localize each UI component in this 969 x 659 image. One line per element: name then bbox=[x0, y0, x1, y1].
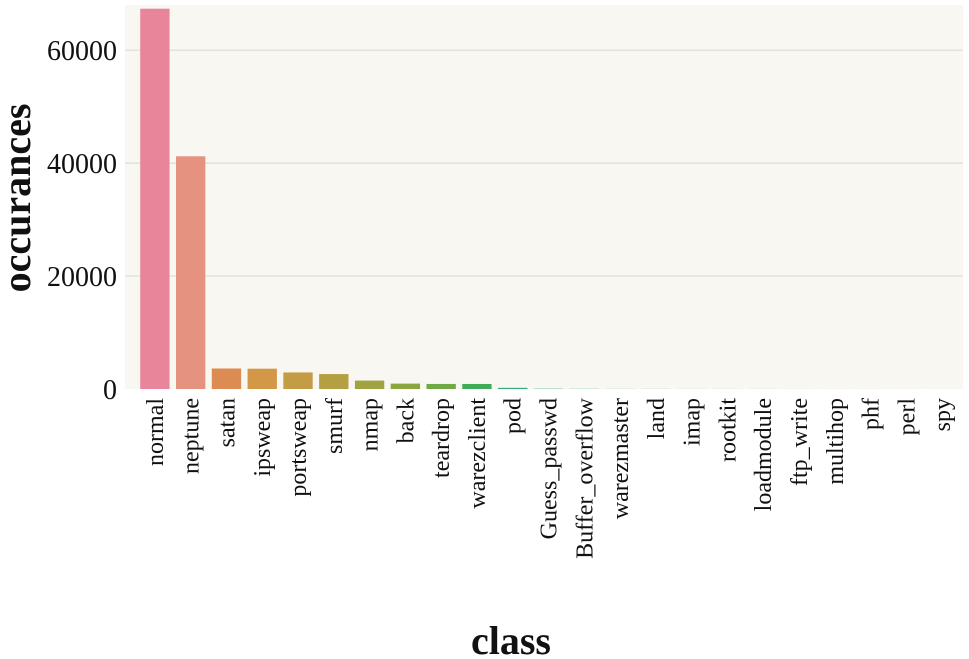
bar-smurf bbox=[319, 374, 349, 389]
x-tick-labels: normal neptune satan ipsweap portsweap smurf n… bbox=[143, 397, 956, 559]
bar-portsweap bbox=[283, 372, 313, 389]
x-tick-label: rootkit bbox=[715, 398, 741, 462]
x-tick-label: land bbox=[644, 398, 670, 439]
x-tick-label: spy bbox=[930, 398, 956, 431]
x-tick-label: multihop bbox=[823, 398, 849, 485]
x-tick-label: neptune bbox=[179, 398, 205, 474]
x-tick-label: smurf bbox=[322, 398, 348, 454]
bar-warezclient bbox=[462, 383, 492, 389]
bar-neptune bbox=[176, 156, 206, 389]
x-tick-label: portsweap bbox=[286, 398, 312, 497]
x-tick-label: pod bbox=[501, 398, 527, 434]
y-tick-label: 20000 bbox=[47, 262, 117, 293]
x-tick-label: warezclient bbox=[465, 398, 491, 509]
y-tick-labels: 0 20000 40000 60000 bbox=[47, 36, 117, 406]
x-tick-label: Buffer_overflow bbox=[572, 397, 598, 559]
y-tick-label: 0 bbox=[103, 375, 117, 406]
x-tick-label: teardrop bbox=[429, 398, 455, 478]
x-tick-label: warezmaster bbox=[608, 398, 634, 519]
bar-back bbox=[390, 383, 421, 389]
bar-satan bbox=[211, 368, 242, 389]
x-tick-label: satan bbox=[214, 398, 240, 447]
x-tick-label: ipsweap bbox=[250, 398, 276, 477]
x-tick-label: Guess_passwd bbox=[537, 398, 563, 539]
plot-background bbox=[125, 5, 963, 389]
gridlines bbox=[125, 49, 963, 277]
x-tick-label: back bbox=[393, 398, 419, 443]
bar-ipsweap bbox=[247, 368, 277, 389]
bar-nmap bbox=[354, 380, 385, 389]
y-tick-label: 40000 bbox=[47, 149, 117, 180]
bars bbox=[140, 8, 957, 390]
x-tick-label: normal bbox=[143, 398, 169, 466]
x-tick-label: loadmodule bbox=[751, 398, 777, 511]
x-tick-label: nmap bbox=[358, 398, 384, 451]
bar-pod bbox=[498, 387, 528, 389]
x-tick-label: imap bbox=[680, 398, 706, 446]
x-axis-title: class bbox=[471, 618, 551, 659]
x-tick-label: perl bbox=[894, 398, 920, 436]
y-axis-title: occurances bbox=[0, 104, 39, 293]
x-tick-label: ftp_write bbox=[787, 398, 813, 486]
x-tick-label: phf bbox=[859, 398, 885, 430]
y-tick-label: 60000 bbox=[47, 36, 117, 67]
bar-teardrop bbox=[426, 383, 456, 389]
bar-normal bbox=[140, 8, 170, 390]
